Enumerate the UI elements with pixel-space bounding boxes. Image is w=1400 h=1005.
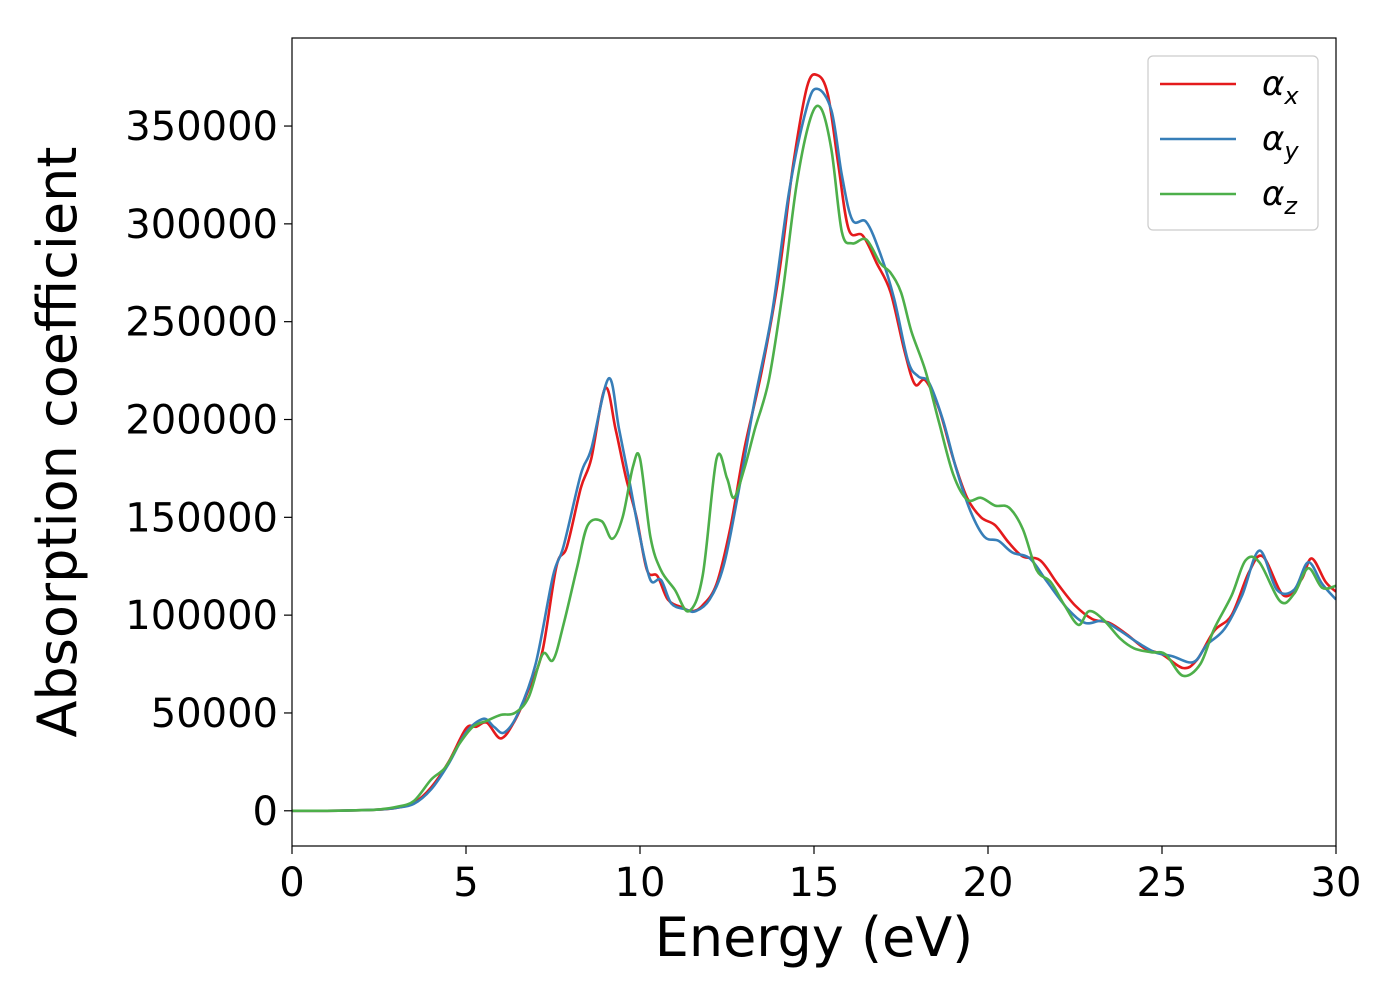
y-tick-label: 200000	[125, 398, 278, 444]
legend: αx αy αz	[1147, 55, 1319, 231]
x-tick-label: 20	[963, 860, 1014, 906]
legend-box	[1147, 55, 1319, 231]
y-tick-label: 300000	[125, 202, 278, 248]
series-line-y	[292, 87, 1336, 813]
y-tick-label: 150000	[125, 495, 278, 541]
x-tick-label: 25	[1137, 860, 1188, 906]
y-tick-label: 0	[253, 789, 278, 835]
series-line-z	[292, 104, 1336, 813]
y-tick-label: 350000	[125, 104, 278, 150]
legend-label-y: αy	[1262, 119, 1299, 165]
x-axis-title: Energy (eV)	[655, 906, 974, 969]
legend-label-x: αx	[1262, 64, 1299, 110]
x-tick-label: 5	[453, 860, 478, 906]
x-tick-label: 30	[1311, 860, 1362, 906]
y-axis-title: Absorption coefficient	[26, 147, 89, 738]
x-tick-label: 15	[789, 860, 840, 906]
y-tick-label: 250000	[125, 300, 278, 346]
x-tick-label: 10	[615, 860, 666, 906]
x-axis-ticks: 0 5 10 15 20 25 30	[279, 846, 1361, 906]
y-tick-label: 50000	[151, 691, 278, 737]
y-axis-ticks: 0 50000 100000 150000 200000 250000 300000 3500…	[125, 104, 292, 835]
y-tick-label: 100000	[125, 593, 278, 639]
series-layer	[292, 73, 1336, 813]
legend-label-z: αz	[1262, 174, 1298, 220]
x-tick-label: 0	[279, 860, 304, 906]
